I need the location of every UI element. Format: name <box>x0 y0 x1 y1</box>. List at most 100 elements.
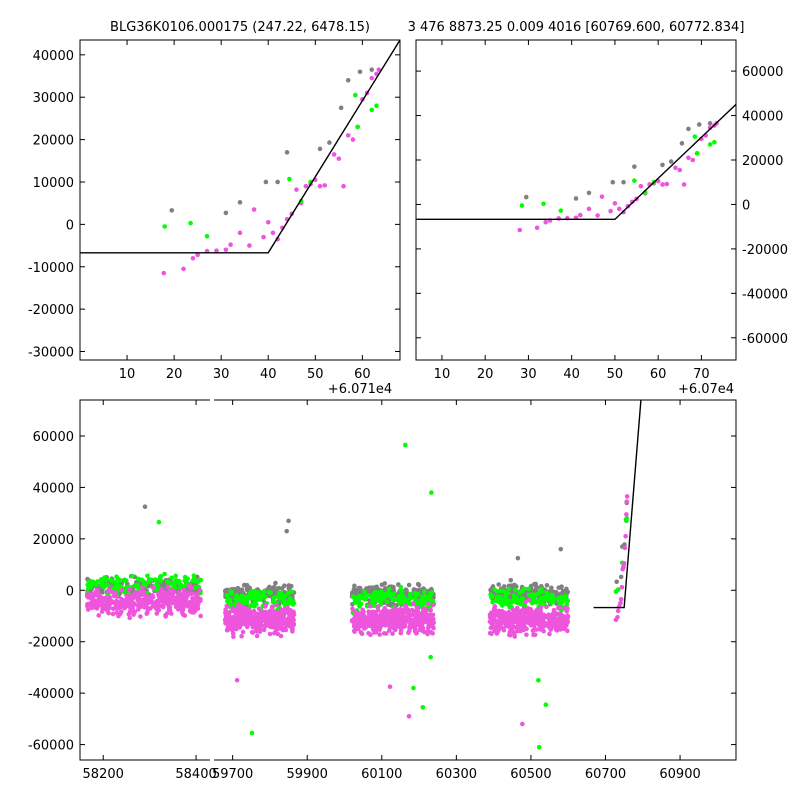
point-magenta <box>161 596 167 601</box>
point-magenta <box>155 601 161 606</box>
x-tick-label: 60 <box>650 367 667 382</box>
point-magenta <box>140 585 145 590</box>
point-magenta <box>161 270 167 276</box>
point-green <box>85 586 91 591</box>
point-magenta <box>345 133 351 138</box>
point-green <box>266 590 272 595</box>
point-green <box>536 677 541 683</box>
point-magenta <box>496 608 502 614</box>
point-magenta <box>503 611 509 617</box>
point-magenta <box>164 600 169 606</box>
point-magenta <box>383 622 389 628</box>
point-magenta <box>377 632 382 637</box>
point-green <box>624 515 630 521</box>
point-magenta <box>350 137 356 142</box>
point-magenta <box>223 621 229 626</box>
point-magenta <box>244 606 250 612</box>
y-tick-label: 0 <box>66 218 74 233</box>
x-tick-label: 58400 <box>175 767 216 782</box>
point-green <box>191 573 197 578</box>
point-magenta <box>250 615 256 620</box>
x-tick-label: 10 <box>434 367 451 382</box>
point-magenta <box>522 623 527 629</box>
point-magenta <box>223 247 229 253</box>
point-gray <box>244 587 250 593</box>
point-magenta <box>618 600 623 606</box>
point-green <box>253 590 258 595</box>
point-magenta <box>114 599 120 604</box>
point-magenta <box>498 625 504 630</box>
point-magenta <box>233 626 239 632</box>
point-magenta <box>544 604 549 610</box>
point-green <box>694 151 700 156</box>
point-green <box>490 599 495 605</box>
point-magenta <box>119 609 124 614</box>
point-green <box>550 596 556 601</box>
point-gray <box>544 583 550 588</box>
point-green <box>421 597 426 602</box>
point-green <box>108 577 114 583</box>
point-magenta <box>494 631 500 636</box>
point-magenta <box>354 612 360 618</box>
point-magenta <box>531 622 536 627</box>
point-magenta <box>621 564 626 570</box>
x-tick-label: 10 <box>119 367 136 382</box>
point-magenta <box>410 601 416 607</box>
point-green <box>352 598 358 604</box>
point-magenta <box>420 621 425 626</box>
point-magenta <box>126 611 132 617</box>
x-tick-label: 60700 <box>585 767 626 782</box>
point-magenta <box>181 266 186 272</box>
point-green <box>228 589 234 594</box>
point-magenta <box>530 628 536 633</box>
point-magenta <box>492 613 498 619</box>
point-magenta <box>265 219 271 225</box>
point-green <box>275 594 280 600</box>
point-magenta <box>621 560 627 566</box>
point-green <box>544 597 549 603</box>
point-green <box>394 596 400 602</box>
point-magenta <box>425 629 430 634</box>
point-magenta <box>509 613 514 618</box>
point-magenta <box>150 592 155 598</box>
point-magenta <box>497 619 502 625</box>
x-offset-label: +6.07e4 <box>678 382 734 397</box>
point-magenta <box>131 595 137 601</box>
point-green <box>398 588 404 594</box>
point-magenta <box>375 604 381 609</box>
point-magenta <box>565 618 570 623</box>
point-magenta <box>525 609 531 615</box>
axes-frame <box>214 399 737 761</box>
point-green <box>282 593 288 599</box>
point-green <box>373 595 379 601</box>
point-magenta <box>281 619 287 625</box>
point-magenta <box>185 593 191 598</box>
y-tick-label: -30000 <box>28 346 74 361</box>
point-magenta <box>690 157 696 163</box>
x-tick-label: 58200 <box>83 767 124 782</box>
point-gray <box>496 582 501 587</box>
x-tick-label: 59700 <box>212 767 253 782</box>
point-magenta <box>189 591 194 596</box>
point-magenta <box>197 588 202 593</box>
point-green <box>90 579 96 584</box>
point-magenta <box>114 594 120 599</box>
y-tick-label: -10000 <box>28 261 74 276</box>
point-magenta <box>622 545 628 551</box>
x-tick-label: 30 <box>520 367 537 382</box>
point-magenta <box>396 609 402 615</box>
x-tick-label: 40 <box>563 367 580 382</box>
point-green <box>185 576 190 582</box>
point-magenta <box>405 608 411 613</box>
point-gray <box>284 150 290 155</box>
point-magenta <box>360 620 365 626</box>
point-magenta <box>512 634 518 639</box>
point-magenta <box>586 206 592 212</box>
point-magenta <box>534 225 540 231</box>
point-magenta <box>172 595 178 600</box>
point-magenta <box>523 599 528 605</box>
point-magenta <box>525 605 531 611</box>
point-green <box>192 585 198 590</box>
point-green <box>169 575 174 581</box>
point-magenta <box>612 201 618 206</box>
